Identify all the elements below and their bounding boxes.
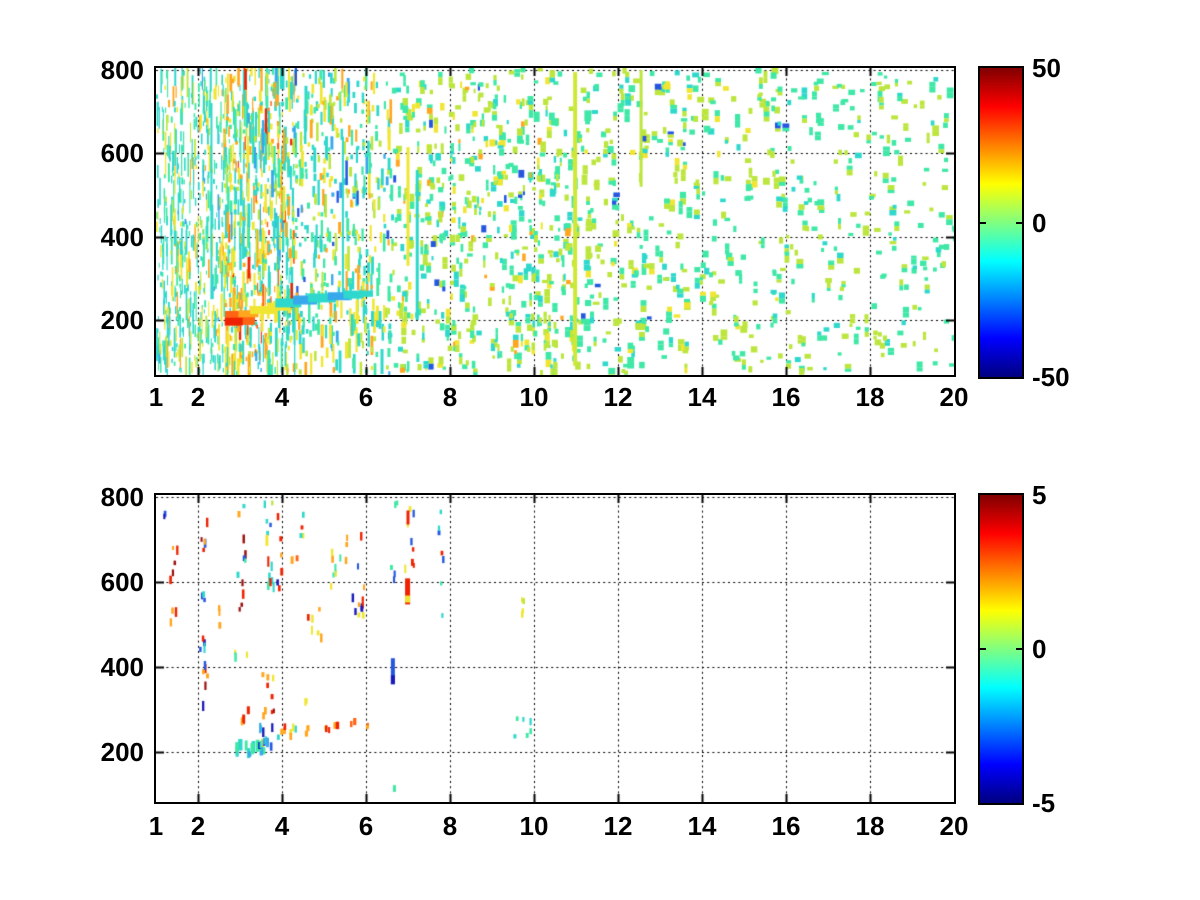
colorbar-tick-label: 0 [1032,207,1047,238]
x-tick-label: 10 [519,382,549,412]
x-tick-label: 4 [274,382,290,412]
y-tick-label: 600 [100,138,144,169]
x-tick-label: 16 [771,811,801,841]
y-tick-label: 800 [100,482,144,513]
subplot-bottom-axes [154,493,956,804]
x-tick-label: 14 [687,382,717,412]
x-tick-label: 12 [603,382,633,412]
colorbar-zero-tick [1016,648,1022,650]
x-tick-label: 6 [358,811,374,841]
y-tick-label: 200 [100,305,144,335]
x-tick-label: 2 [190,382,206,412]
subplot-top-colorbar [978,66,1024,379]
x-tick-label: 20 [939,382,969,412]
x-tick-label: 14 [687,811,717,841]
subplot-bottom-colorbar [978,493,1024,805]
x-tick-label: 12 [603,811,633,841]
x-tick-label: 4 [274,811,290,841]
x-tick-label: 1 [148,382,164,412]
y-tick-label: 800 [100,55,144,86]
x-tick-label: 8 [442,382,458,412]
colorbar-tick-label: -5 [1032,788,1056,818]
x-tick-label: 8 [442,811,458,841]
x-tick-label: 2 [190,811,206,841]
x-tick-label: 6 [358,382,374,412]
colorbar-tick-label: 50 [1032,53,1061,83]
colorbar-zero-tick [1016,221,1022,224]
x-tick-label: 18 [855,811,885,841]
colorbar-tick-label: 0 [1032,634,1047,664]
subplot-bottom-canvas [156,495,954,802]
y-tick-label: 200 [100,736,144,767]
x-tick-label: 18 [855,382,885,412]
subplot-top-axes [154,66,956,377]
y-tick-label: 400 [100,651,144,682]
x-tick-label: 1 [148,811,164,841]
colorbar-zero-tick [980,648,986,650]
colorbar-tick-label: 5 [1032,480,1047,510]
x-tick-label: 10 [519,811,549,841]
y-tick-label: 400 [100,221,144,252]
y-tick-label: 600 [100,567,144,598]
colorbar-tick-label: -50 [1032,362,1070,392]
x-tick-label: 16 [771,382,801,412]
colorbar-zero-tick [980,221,986,224]
subplot-top-canvas [156,68,954,375]
x-tick-label: 20 [939,811,969,841]
